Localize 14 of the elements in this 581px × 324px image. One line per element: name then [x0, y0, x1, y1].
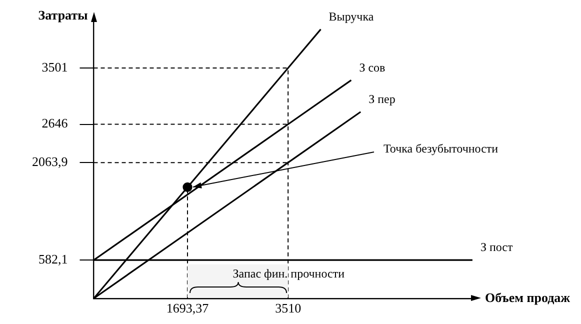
y-tick-label: 582,1	[38, 252, 68, 267]
y-tick-label: 2063,9	[32, 154, 68, 169]
series-label: З пост	[480, 240, 514, 254]
x-axis-title: Объем продаж	[485, 290, 571, 305]
x-tick-label: 3510	[275, 300, 302, 316]
y-tick-label: 3501	[42, 59, 68, 74]
series-label: Выручка	[328, 9, 374, 24]
x-tick-label: 1693,37	[166, 300, 210, 316]
annotation: Точка безубыточности	[384, 141, 499, 156]
y-tick-label: 2646	[42, 116, 68, 131]
series-label: З сов	[359, 60, 386, 74]
band-label: Запас фин. прочности	[232, 266, 346, 281]
series-label: З пер	[368, 92, 396, 106]
y-axis-title: Затраты	[38, 7, 88, 22]
